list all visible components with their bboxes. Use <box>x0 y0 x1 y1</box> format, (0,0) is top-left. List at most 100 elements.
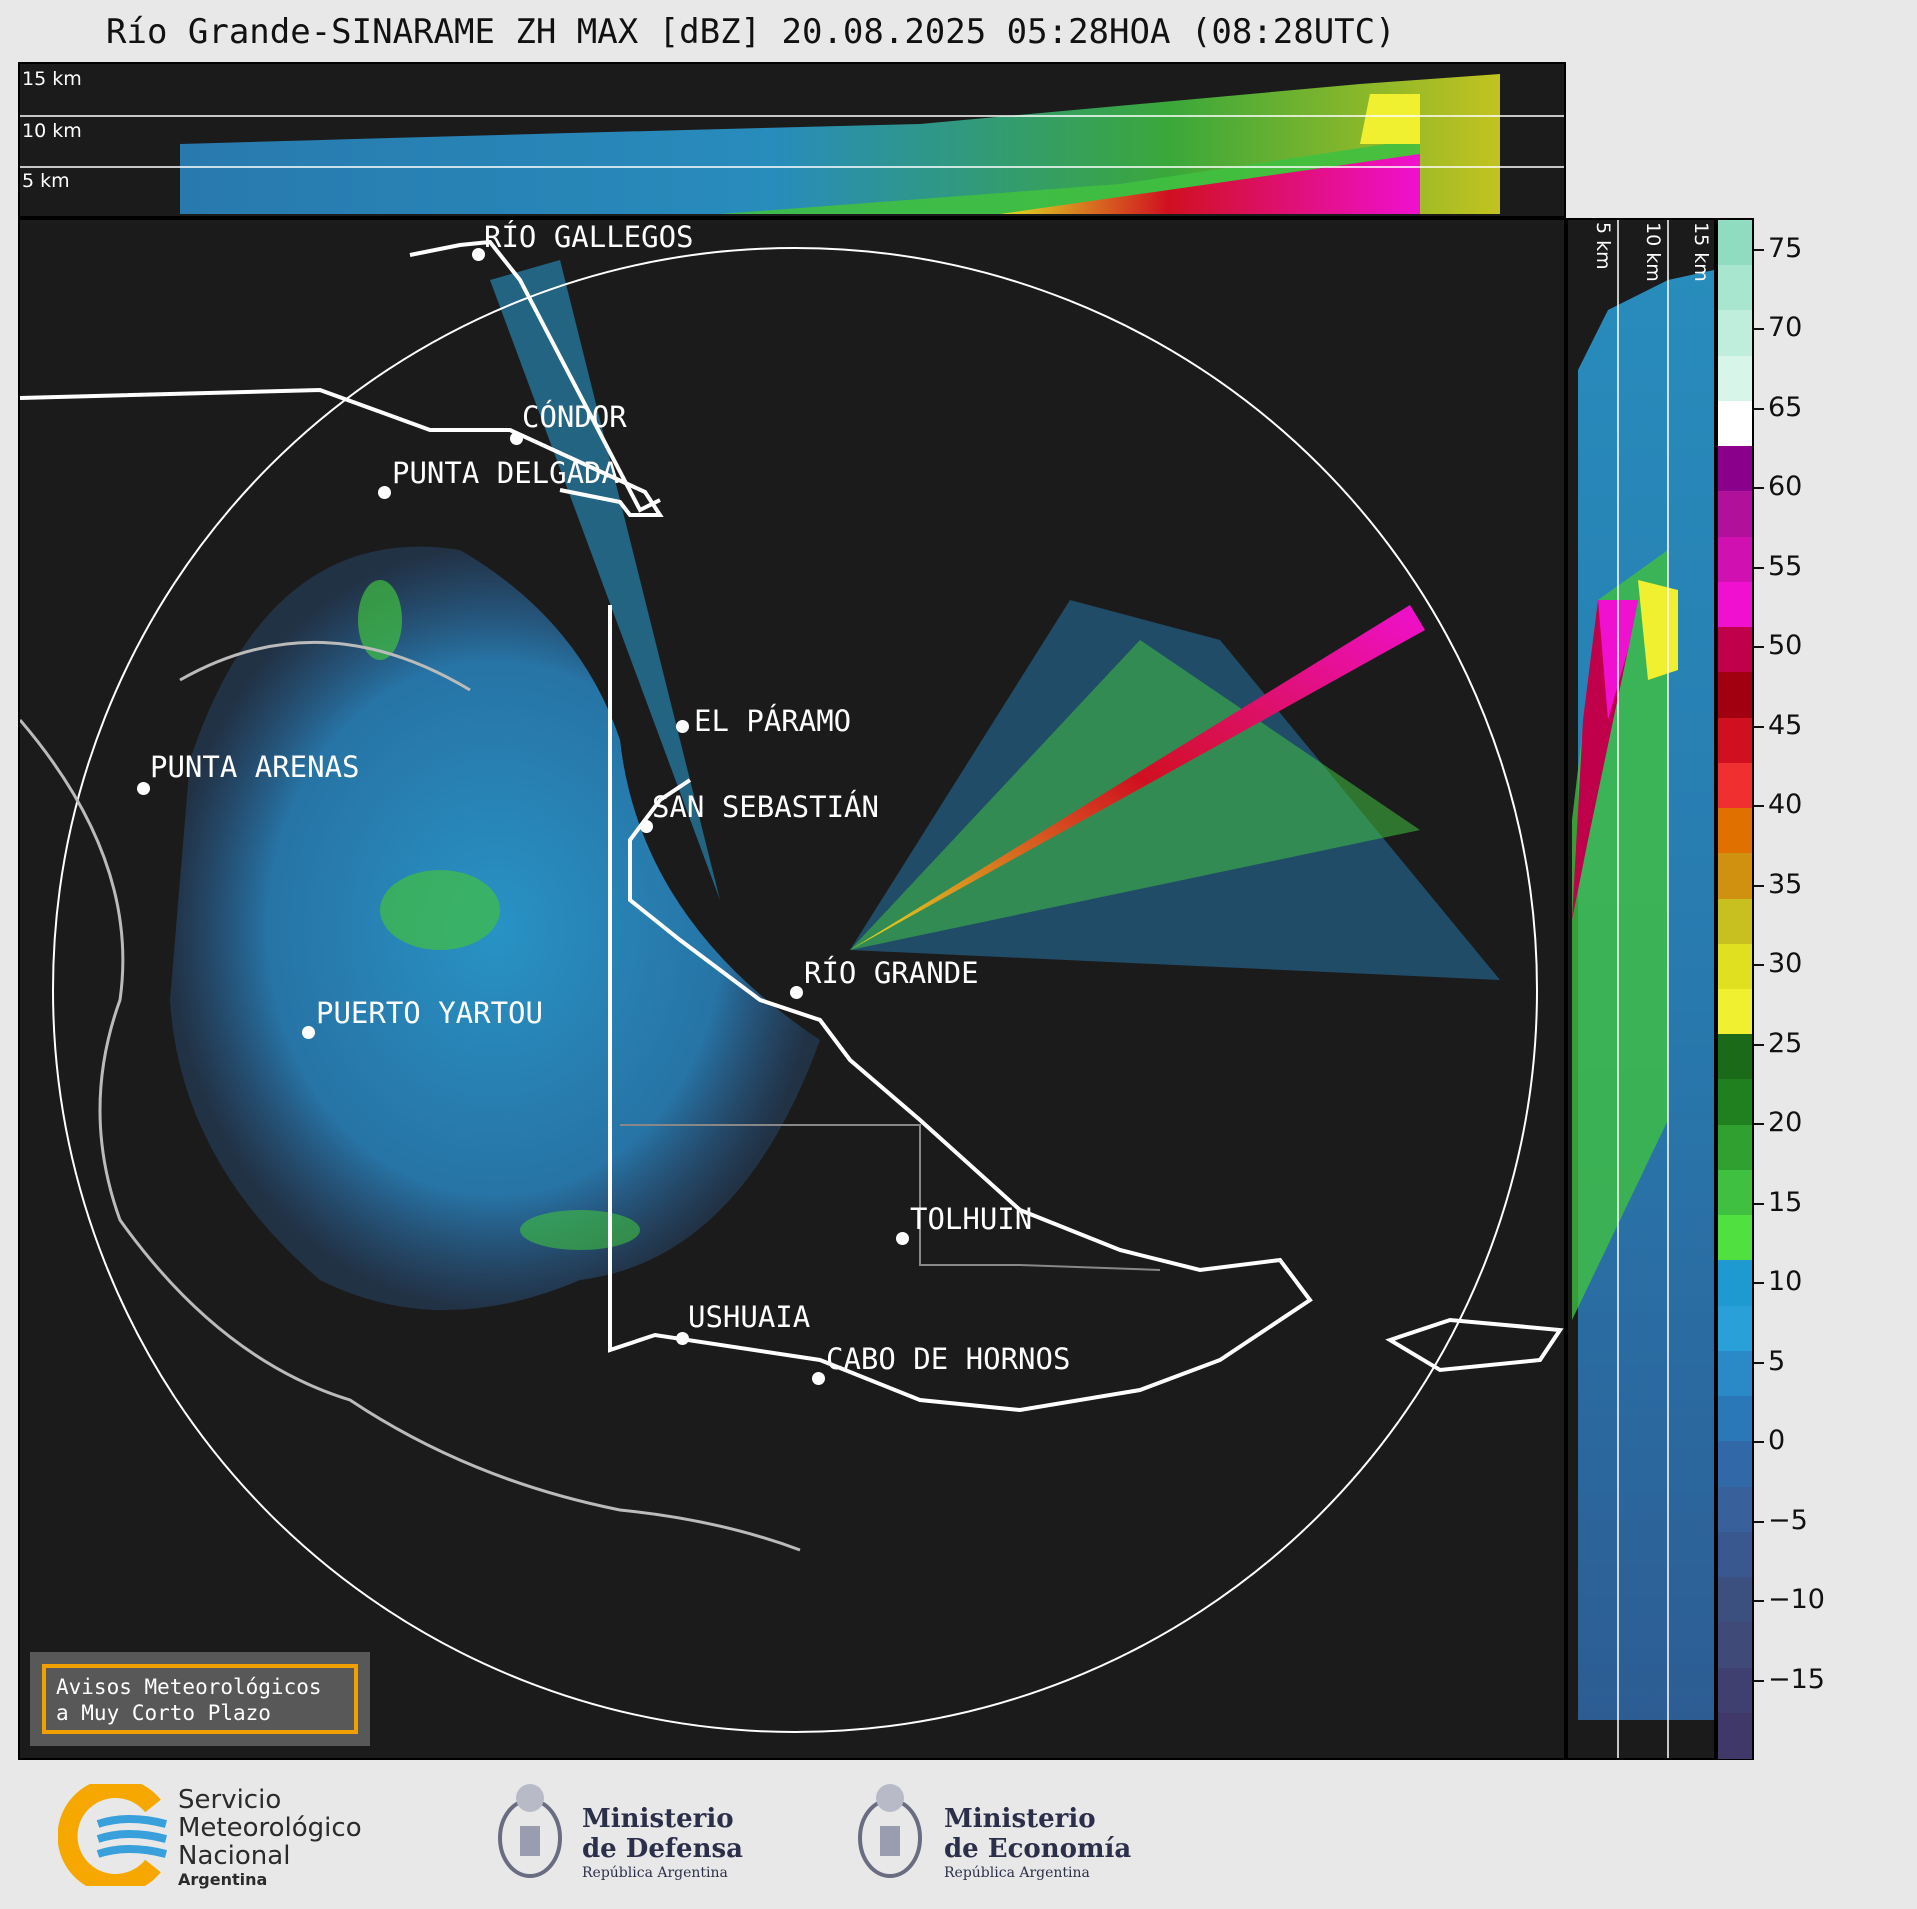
colorbar-segment <box>1718 1577 1752 1624</box>
defensa-line-1: Ministerio <box>582 1804 734 1834</box>
colorbar-segment <box>1718 989 1752 1036</box>
city-label-el-paramo: EL PÁRAMO <box>694 704 852 738</box>
colorbar-segment <box>1718 1350 1752 1398</box>
city-dot-rio-grande <box>790 986 803 999</box>
city-label-rio-grande: RÍO GRANDE <box>804 956 979 990</box>
defensa-logo-text: Ministerio de Defensa República Argentin… <box>582 1804 743 1882</box>
colorbar-segment <box>1718 310 1752 357</box>
smn-logo-text: Servicio Meteorológico Nacional Argentin… <box>178 1786 362 1890</box>
colorbar-segment <box>1718 717 1752 764</box>
avisos-box[interactable]: Avisos Meteorológicos a Muy Corto Plazo <box>30 1652 370 1746</box>
colorbar-segment <box>1718 627 1752 674</box>
colorbar-segment <box>1718 1169 1752 1217</box>
city-dot-punta-delgada <box>378 486 391 499</box>
right-cross-section-plot <box>1572 220 1714 1758</box>
colorbar-tick <box>1754 1282 1764 1285</box>
defensa-line-2: de Defensa <box>582 1834 743 1864</box>
echo-ne-green <box>850 640 1420 950</box>
city-dot-condor <box>510 432 523 445</box>
defensa-seal-icon <box>498 1784 562 1878</box>
city-dot-punta-arenas <box>137 782 150 795</box>
city-label-rio-gallegos: RÍO GALLEGOS <box>484 220 694 254</box>
colorbar-segment <box>1718 1215 1752 1262</box>
internal-boundary <box>620 1124 1161 1271</box>
defensa-line-3: República Argentina <box>582 1865 728 1881</box>
colorbar-tick <box>1754 1520 1764 1523</box>
colorbar-segment <box>1718 1531 1752 1579</box>
city-dot-tolhuin <box>896 1232 909 1245</box>
colorbar-tick <box>1754 646 1764 649</box>
radar-map-plot <box>20 239 1564 1733</box>
colorbar-tick-label: 55 <box>1768 550 1803 582</box>
colorbar-segment <box>1718 1667 1752 1714</box>
colorbar-segment <box>1718 400 1752 448</box>
colorbar-tick <box>1754 1679 1764 1682</box>
smn-logo-icon <box>58 1784 168 1886</box>
colorbar-tick <box>1754 248 1764 251</box>
economia-line-3: República Argentina <box>944 1865 1090 1881</box>
colorbar-segment <box>1718 1124 1752 1171</box>
right-cross-section: 5 km 10 km 15 km <box>1566 218 1716 1760</box>
colorbar-tick-label: 50 <box>1768 630 1803 662</box>
colorbar-segment <box>1718 808 1752 855</box>
colorbar-segment <box>1718 943 1752 990</box>
echo-ne-beam <box>850 605 1425 950</box>
colorbar-segment <box>1718 1486 1752 1533</box>
colorbar-tick-label: −10 <box>1768 1584 1825 1616</box>
colorbar-segment <box>1718 1712 1752 1759</box>
colorbar-tick <box>1754 1202 1764 1205</box>
smn-line-3: Nacional <box>178 1841 291 1871</box>
city-dot-ushuaia <box>676 1332 689 1345</box>
colorbar <box>1716 218 1754 1760</box>
echo-western-mass <box>170 546 820 1310</box>
colorbar-segment <box>1718 1305 1752 1352</box>
city-label-san-sebastian: SAN SEBASTIÁN <box>652 790 879 824</box>
colorbar-tick <box>1754 1043 1764 1046</box>
colorbar-tick <box>1754 328 1764 331</box>
colorbar-tick <box>1754 407 1764 410</box>
colorbar-segment <box>1718 581 1752 629</box>
colorbar-segment <box>1718 1396 1752 1443</box>
avisos-line-1: Avisos Meteorológicos <box>56 1675 322 1699</box>
economia-line-2: de Economía <box>944 1834 1132 1864</box>
colorbar-segment <box>1718 220 1752 267</box>
economia-seal-icon <box>858 1784 922 1878</box>
colorbar-tick <box>1754 566 1764 569</box>
colorbar-segment <box>1718 898 1752 945</box>
colorbar-segment <box>1718 853 1752 900</box>
colorbar-tick-label: −5 <box>1768 1504 1808 1536</box>
radar-map: RÍO GALLEGOS CÓNDOR PUNTA DELGADA EL PÁR… <box>18 218 1566 1760</box>
colorbar-tick-label: 60 <box>1768 471 1803 503</box>
city-dot-el-paramo <box>676 720 689 733</box>
echo-north-spokes <box>490 260 720 900</box>
economia-line-1: Ministerio <box>944 1804 1096 1834</box>
economia-logo-text: Ministerio de Economía República Argenti… <box>944 1804 1131 1882</box>
right-label-5km: 5 km <box>1592 222 1614 270</box>
colorbar-tick <box>1754 1123 1764 1126</box>
colorbar-segment <box>1718 672 1752 719</box>
colorbar-segment <box>1718 1079 1752 1126</box>
range-ring <box>52 247 1538 1733</box>
avisos-line-2: a Muy Corto Plazo <box>56 1701 271 1725</box>
city-dot-cabo-de-hornos <box>812 1372 825 1385</box>
city-label-cabo-de-hornos: CABO DE HORNOS <box>826 1342 1071 1376</box>
avisos-frame: Avisos Meteorológicos a Muy Corto Plazo <box>42 1664 358 1734</box>
coast-chile <box>20 640 801 1552</box>
colorbar-segment <box>1718 1622 1752 1669</box>
smn-line-2: Meteorológico <box>178 1813 362 1843</box>
colorbar-tick-label: 10 <box>1768 1266 1803 1298</box>
colorbar-tick-label: 20 <box>1768 1107 1803 1139</box>
colorbar-segment <box>1718 1034 1752 1081</box>
top-label-15km: 15 km <box>22 68 82 90</box>
city-dot-puerto-yartou <box>302 1026 315 1039</box>
top-echo-yellow <box>1360 94 1420 144</box>
colorbar-tick <box>1754 1361 1764 1364</box>
right-echo-core <box>1572 600 1638 920</box>
top-echo-core <box>1000 154 1420 214</box>
border-north <box>20 387 664 517</box>
echo-green-patch-3 <box>520 1210 640 1250</box>
colorbar-segment <box>1718 355 1752 402</box>
colorbar-segment <box>1718 762 1752 810</box>
coast-isla-estados <box>1385 1317 1564 1373</box>
colorbar-tick-label: 75 <box>1768 232 1803 264</box>
